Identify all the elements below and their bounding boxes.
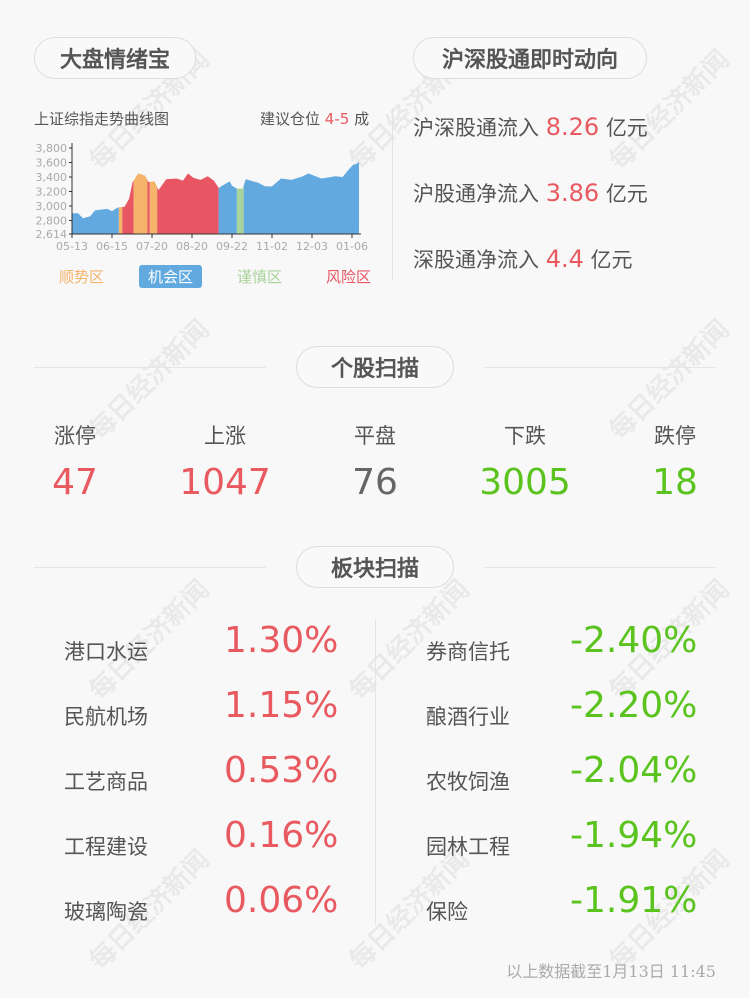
legend-item[interactable]: 机会区 — [138, 265, 202, 288]
zone-area — [218, 181, 237, 234]
stat-label: 跌停 — [654, 424, 696, 448]
y-tick-label: 2,614 — [36, 228, 68, 241]
stat-label: 平盘 — [354, 424, 396, 448]
stat-value: 1047 — [179, 462, 271, 503]
advice-value: 4-5 — [324, 110, 350, 128]
stat-2: 平盘 76 — [315, 420, 435, 503]
y-tick-label: 2,800 — [36, 215, 68, 228]
flow-row: 沪股通净流入 3.86 亿元 — [413, 178, 648, 208]
flow-label: 深股通净流入 — [413, 248, 539, 272]
divider-vertical — [375, 620, 376, 925]
divider — [34, 367, 266, 368]
sector-change: 1.15% — [224, 685, 339, 726]
flow-value: 4.4 — [545, 245, 584, 273]
x-tick-label: 01-06 — [336, 240, 368, 253]
stat-label: 下跌 — [504, 424, 546, 448]
flow-label: 沪股通净流入 — [413, 182, 539, 206]
chart-legend: 顺势区 机会区 谨慎区 风险区 — [50, 265, 380, 288]
y-tick-label: 3,000 — [36, 200, 68, 213]
sector-name: 农牧饲渔 — [426, 770, 510, 794]
sector-name: 民航机场 — [64, 705, 148, 729]
flow-value: 8.26 — [545, 113, 600, 141]
stat-value: 76 — [352, 462, 398, 503]
zone-area — [72, 207, 119, 234]
flow-row: 沪深股通流入 8.26 亿元 — [413, 112, 648, 142]
legend-item[interactable]: 顺势区 — [59, 268, 105, 286]
flow-unit: 亿元 — [590, 248, 633, 272]
sector-name: 园林工程 — [426, 835, 510, 859]
sector-name: 保险 — [426, 900, 468, 924]
stat-value: 3005 — [479, 462, 571, 503]
advice-prefix: 建议仓位 — [260, 110, 321, 128]
stat-value: 18 — [652, 462, 698, 503]
legend-item[interactable]: 谨慎区 — [236, 268, 282, 286]
x-tick-label: 09-22 — [216, 240, 248, 253]
flow-label: 沪深股通流入 — [413, 116, 539, 140]
sector-change: -1.91% — [570, 880, 698, 921]
sector-change: -2.40% — [570, 620, 698, 661]
sector-name: 港口水运 — [64, 640, 148, 664]
flow-unit: 亿元 — [605, 182, 648, 206]
zone-area — [157, 173, 219, 234]
x-tick-label: 08-20 — [176, 240, 208, 253]
zone-area — [122, 180, 134, 234]
sector-change: -2.20% — [570, 685, 698, 726]
stat-3: 下跌 3005 — [465, 420, 585, 503]
y-tick-label: 3,800 — [36, 142, 68, 155]
y-tick-label: 3,400 — [36, 171, 68, 184]
x-tick-label: 06-15 — [96, 240, 128, 253]
stat-label: 上涨 — [204, 424, 246, 448]
stat-4: 跌停 18 — [615, 420, 735, 503]
divider-vertical — [392, 108, 393, 280]
stat-0: 涨停 47 — [15, 420, 135, 503]
legend-item[interactable]: 风险区 — [325, 268, 371, 286]
x-tick-label: 05-13 — [56, 240, 88, 253]
connect-title: 沪深股通即时动向 — [413, 37, 647, 79]
footer-timestamp: 以上数据截至1月13日 11:45 — [506, 962, 716, 981]
stat-value: 47 — [52, 462, 98, 503]
sector-name: 券商信托 — [426, 640, 510, 664]
flow-unit: 亿元 — [605, 116, 648, 140]
divider — [484, 367, 716, 368]
sector-change: -1.94% — [570, 815, 698, 856]
sector-name: 工程建设 — [64, 835, 148, 859]
zone-area — [149, 181, 158, 234]
flow-value: 3.86 — [545, 179, 600, 207]
sector-change: -2.04% — [570, 750, 698, 791]
sector-name: 酿酒行业 — [426, 705, 510, 729]
x-tick-label: 07-20 — [136, 240, 168, 253]
stocks-title: 个股扫描 — [296, 346, 454, 388]
sector-name: 玻璃陶瓷 — [64, 900, 148, 924]
x-tick-label: 11-02 — [256, 240, 288, 253]
zone-area — [133, 173, 148, 234]
sector-name: 工艺商品 — [64, 770, 148, 794]
advice-suffix: 成 — [354, 110, 370, 128]
stat-1: 上涨 1047 — [165, 420, 285, 503]
sectors-title: 板块扫描 — [296, 546, 454, 588]
sector-change: 1.30% — [224, 620, 339, 661]
position-advice: 建议仓位 4-5 成 — [260, 108, 369, 129]
sentiment-title: 大盘情绪宝 — [34, 37, 196, 79]
zone-area — [243, 161, 360, 234]
y-tick-label: 3,200 — [36, 186, 68, 199]
flow-row: 深股通净流入 4.4 亿元 — [413, 244, 633, 274]
chart-title: 上证综指走势曲线图 — [34, 110, 170, 128]
sector-change: 0.06% — [224, 880, 339, 921]
zone-area — [236, 185, 244, 234]
zone-area — [118, 206, 123, 234]
y-tick-label: 3,600 — [36, 157, 68, 170]
sector-change: 0.53% — [224, 750, 339, 791]
zone-area — [147, 179, 150, 234]
x-tick-label: 12-03 — [296, 240, 328, 253]
divider — [484, 567, 716, 568]
divider — [34, 567, 266, 568]
sector-change: 0.16% — [224, 815, 339, 856]
stat-label: 涨停 — [54, 424, 96, 448]
